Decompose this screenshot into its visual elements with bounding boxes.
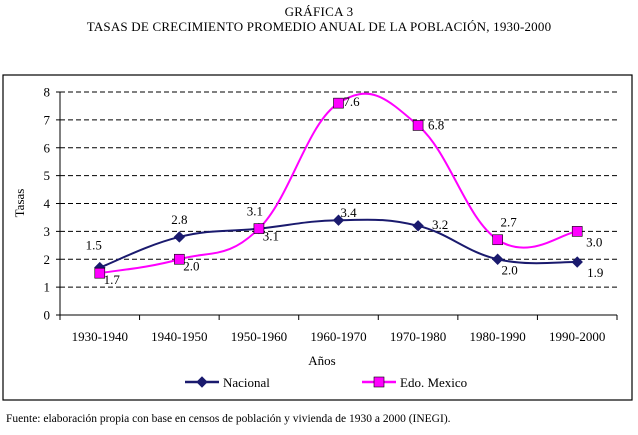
x-tick-label: 1970-1980 — [390, 329, 446, 344]
data-point — [571, 256, 583, 268]
data-label: 3.0 — [586, 234, 602, 249]
data-point — [492, 234, 503, 246]
data-label: 3.4 — [340, 205, 357, 220]
chart-title-block: GRÁFICA 3 TASAS DE CRECIMIENTO PROMEDIO … — [0, 4, 638, 35]
data-labels: 1.5 2.8 3.1 3.4 3.2 2.0 1.9 1.7 2.0 3.1 7.6 6.8 2.7 3… — [86, 94, 604, 287]
data-label: 2.8 — [171, 212, 187, 227]
data-label: 3.1 — [263, 229, 279, 244]
y-tick-label: 1 — [44, 280, 51, 295]
data-point — [94, 267, 106, 279]
data-label: 2.0 — [502, 262, 518, 277]
data-point — [412, 120, 424, 131]
data-point — [332, 214, 345, 226]
chart-number: GRÁFICA 3 — [284, 4, 354, 19]
x-tick-label: 1980-1990 — [469, 329, 525, 344]
data-point — [412, 220, 424, 232]
data-label: 2.0 — [183, 258, 199, 273]
y-tick-label: 5 — [44, 168, 51, 183]
y-tick-label: 7 — [44, 112, 51, 127]
y-tick-label: 3 — [44, 224, 51, 239]
legend-marker — [373, 376, 385, 388]
data-point — [174, 253, 185, 265]
legend: Nacional Edo. Mexico — [185, 375, 467, 390]
data-label: 3.1 — [247, 204, 263, 219]
y-tick-label: 4 — [44, 196, 51, 211]
data-label: 1.9 — [587, 265, 603, 280]
axes: 0 1 2 3 4 5 6 7 8 1930-1940 1940-1950 1950-1960 1960… — [44, 85, 618, 344]
legend-label: Edo. Mexico — [400, 375, 467, 390]
x-tick-label: 1960-1970 — [310, 329, 366, 344]
source-note: Fuente: elaboración propia con base en c… — [6, 413, 451, 425]
x-tick-label: 1990-2000 — [549, 329, 605, 344]
y-tick-label: 2 — [44, 252, 51, 267]
x-tick-label: 1930-1940 — [72, 329, 128, 344]
series-line-edo-mexico — [99, 92, 578, 275]
legend-label: Nacional — [223, 375, 270, 390]
series-markers — [94, 97, 583, 279]
data-label: 3.2 — [432, 217, 448, 232]
y-axis-label: Tasas — [12, 189, 27, 218]
chart-frame — [2, 74, 633, 401]
y-tick-label: 0 — [44, 308, 51, 323]
data-point — [491, 253, 504, 265]
x-tick-label: 1950-1960 — [231, 329, 287, 344]
chart-title: TASAS DE CRECIMIENTO PROMEDIO ANUAL DE L… — [86, 19, 552, 34]
data-point — [253, 223, 265, 234]
grid-lines — [60, 91, 617, 288]
x-tick-label: 1940-1950 — [151, 329, 207, 344]
data-label: 1.5 — [86, 238, 102, 253]
legend-marker — [196, 376, 208, 388]
data-label: 6.8 — [428, 117, 444, 132]
data-label: 7.6 — [343, 94, 360, 109]
series-lines — [99, 92, 578, 275]
x-axis-label: Años — [308, 353, 335, 368]
data-label: 2.7 — [501, 215, 518, 230]
data-point — [333, 97, 344, 109]
data-label: 1.7 — [104, 272, 121, 287]
y-tick-label: 8 — [44, 85, 51, 100]
data-point — [571, 226, 583, 237]
data-point — [173, 231, 186, 243]
y-tick-label: 6 — [44, 140, 51, 155]
